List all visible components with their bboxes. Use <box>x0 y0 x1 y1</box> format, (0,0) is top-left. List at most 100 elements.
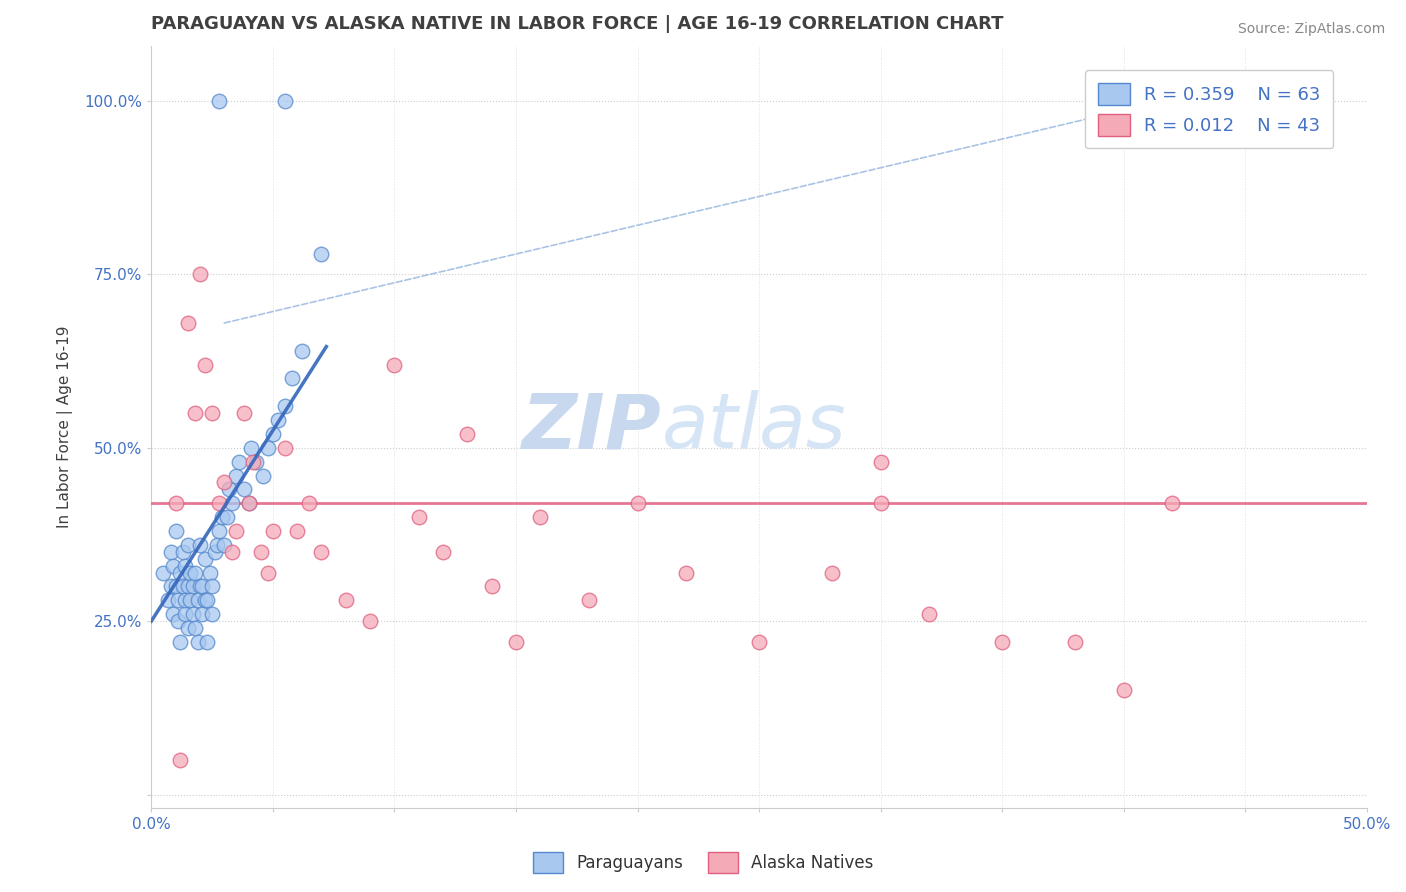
Point <box>232 406 254 420</box>
Point <box>359 614 381 628</box>
Point <box>184 566 207 580</box>
Point <box>311 246 333 260</box>
Point <box>262 426 284 441</box>
Point <box>201 406 224 420</box>
Point <box>181 580 204 594</box>
Point <box>228 455 250 469</box>
Point <box>162 558 184 573</box>
Point <box>167 614 190 628</box>
Point <box>274 441 297 455</box>
Point <box>225 468 247 483</box>
Point <box>1161 496 1184 510</box>
Point <box>208 496 231 510</box>
Point <box>240 441 263 455</box>
Point <box>481 580 503 594</box>
Point <box>179 593 201 607</box>
Point <box>505 635 527 649</box>
Point <box>174 593 197 607</box>
Point <box>262 524 284 538</box>
Text: atlas: atlas <box>662 390 846 464</box>
Point <box>195 593 218 607</box>
Point <box>159 580 181 594</box>
Point <box>221 496 243 510</box>
Point <box>298 496 321 510</box>
Point <box>456 426 478 441</box>
Point <box>198 566 221 580</box>
Point <box>311 545 333 559</box>
Point <box>194 593 217 607</box>
Point <box>281 371 304 385</box>
Point <box>821 566 844 580</box>
Point <box>179 566 201 580</box>
Point <box>177 316 200 330</box>
Point <box>578 593 600 607</box>
Point <box>274 94 297 108</box>
Point <box>181 607 204 622</box>
Point <box>188 538 211 552</box>
Point <box>748 635 770 649</box>
Point <box>221 545 243 559</box>
Point <box>252 468 274 483</box>
Point <box>274 399 297 413</box>
Point <box>169 566 191 580</box>
Point <box>267 413 290 427</box>
Point <box>215 510 238 524</box>
Point <box>384 358 406 372</box>
Legend: Paraguayans, Alaska Natives: Paraguayans, Alaska Natives <box>526 846 880 880</box>
Point <box>165 580 187 594</box>
Point <box>918 607 941 622</box>
Point <box>408 510 430 524</box>
Point <box>174 558 197 573</box>
Point <box>172 580 194 594</box>
Point <box>285 524 308 538</box>
Point <box>675 566 697 580</box>
Point <box>432 545 454 559</box>
Point <box>177 538 200 552</box>
Text: ZIP: ZIP <box>522 390 662 464</box>
Point <box>626 496 648 510</box>
Point <box>169 635 191 649</box>
Point <box>188 580 211 594</box>
Text: Source: ZipAtlas.com: Source: ZipAtlas.com <box>1237 22 1385 37</box>
Point <box>157 593 180 607</box>
Point <box>174 607 197 622</box>
Point <box>172 545 194 559</box>
Point <box>205 538 228 552</box>
Point <box>184 406 207 420</box>
Point <box>194 551 217 566</box>
Point <box>165 524 187 538</box>
Point <box>184 621 207 635</box>
Point <box>194 358 217 372</box>
Point <box>1112 683 1135 698</box>
Point <box>162 607 184 622</box>
Point <box>257 566 280 580</box>
Point <box>186 635 208 649</box>
Point <box>1064 635 1087 649</box>
Point <box>869 455 891 469</box>
Point <box>159 545 181 559</box>
Point <box>991 635 1014 649</box>
Point <box>249 545 271 559</box>
Point <box>257 441 280 455</box>
Point <box>529 510 551 524</box>
Point <box>152 566 174 580</box>
Point <box>238 496 260 510</box>
Point <box>186 593 208 607</box>
Point <box>245 455 267 469</box>
Text: PARAGUAYAN VS ALASKA NATIVE IN LABOR FORCE | AGE 16-19 CORRELATION CHART: PARAGUAYAN VS ALASKA NATIVE IN LABOR FOR… <box>152 15 1004 33</box>
Point <box>201 580 224 594</box>
Point <box>201 607 224 622</box>
Point <box>204 545 226 559</box>
Point <box>212 538 235 552</box>
Point <box>232 483 254 497</box>
Point <box>191 580 214 594</box>
Point <box>211 510 233 524</box>
Y-axis label: In Labor Force | Age 16-19: In Labor Force | Age 16-19 <box>58 326 73 528</box>
Point <box>208 94 231 108</box>
Point <box>1209 94 1232 108</box>
Point <box>238 496 260 510</box>
Point <box>335 593 357 607</box>
Point <box>165 496 187 510</box>
Point <box>212 475 235 490</box>
Point <box>208 524 231 538</box>
